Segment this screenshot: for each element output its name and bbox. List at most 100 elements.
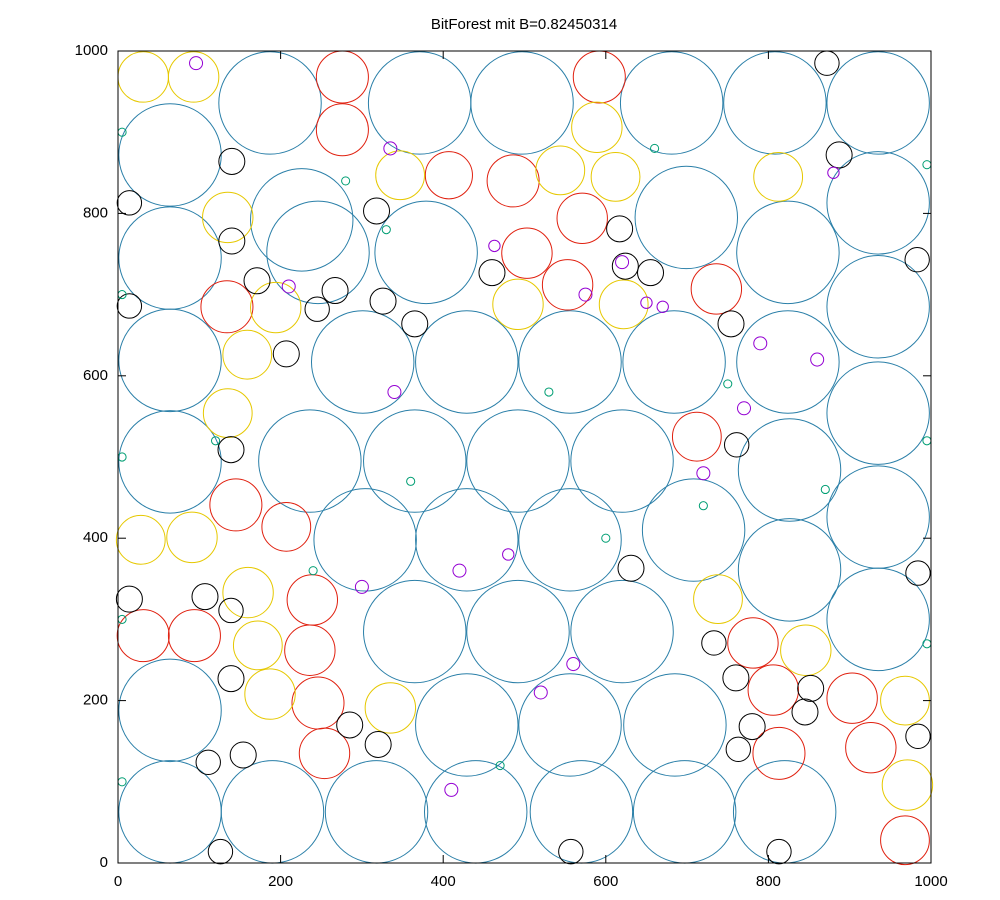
circle	[518, 488, 622, 592]
circle	[375, 150, 426, 201]
circle	[117, 614, 127, 624]
circle	[826, 672, 878, 724]
circle	[640, 296, 653, 309]
circle	[218, 597, 244, 624]
circle	[753, 151, 804, 202]
circle	[747, 664, 799, 716]
circle	[518, 310, 622, 414]
circle	[363, 579, 467, 684]
circle	[364, 730, 392, 758]
y-tick-label: 0	[100, 854, 108, 871]
circle	[315, 103, 369, 157]
circle	[601, 533, 611, 543]
circle	[210, 436, 221, 446]
circle	[693, 574, 743, 624]
circle	[207, 838, 234, 865]
circle	[637, 259, 665, 287]
y-tick-label: 400	[83, 529, 108, 546]
circle	[732, 760, 837, 864]
y-tick-label: 200	[83, 692, 108, 709]
circle	[723, 51, 827, 155]
circle	[304, 296, 330, 322]
circle	[401, 310, 429, 338]
circle	[466, 579, 570, 684]
circle	[492, 278, 544, 331]
circle	[115, 585, 143, 613]
circle	[571, 101, 623, 154]
circle	[308, 566, 318, 576]
circle	[736, 310, 840, 414]
circle	[272, 340, 300, 368]
circle	[115, 514, 166, 565]
circle	[826, 51, 930, 155]
circle	[117, 51, 169, 103]
circle	[617, 554, 645, 582]
circle	[220, 760, 325, 864]
circle	[502, 548, 515, 561]
circle	[632, 760, 737, 864]
circle	[598, 279, 649, 330]
circle	[381, 225, 391, 235]
circle	[825, 141, 853, 169]
circle	[369, 287, 397, 315]
circle	[590, 151, 641, 202]
circle	[313, 488, 417, 592]
circle	[261, 501, 312, 552]
y-tick-label: 600	[83, 367, 108, 384]
circle	[766, 838, 792, 865]
circle	[195, 749, 221, 776]
circle	[424, 760, 528, 864]
x-tick-label: 800	[756, 873, 781, 890]
circle	[619, 51, 724, 155]
circle	[470, 51, 574, 155]
circle	[611, 252, 639, 280]
x-tick-label: 0	[114, 873, 122, 890]
circle	[374, 200, 478, 305]
circle	[566, 657, 581, 672]
circle	[406, 476, 416, 486]
circle	[250, 168, 354, 272]
circle	[529, 760, 634, 864]
circle	[116, 190, 143, 216]
circle	[634, 165, 739, 270]
circle	[266, 200, 370, 305]
circle	[727, 617, 779, 669]
circle	[415, 673, 519, 777]
circle	[118, 410, 222, 514]
y-tick-label: 1000	[75, 42, 108, 59]
circle	[541, 259, 594, 311]
circle	[904, 246, 930, 273]
circle	[118, 103, 222, 207]
circle	[880, 675, 930, 726]
circle	[656, 300, 669, 313]
circle	[202, 191, 254, 244]
circle	[736, 200, 840, 305]
circle	[363, 197, 391, 225]
circle	[797, 674, 825, 702]
circle	[258, 409, 362, 513]
circle	[881, 759, 934, 811]
x-tick-label: 400	[431, 873, 456, 890]
circle	[341, 176, 351, 186]
circle	[118, 760, 222, 864]
circle	[232, 620, 283, 671]
circle	[117, 127, 127, 137]
circle	[501, 227, 553, 279]
circle	[229, 741, 257, 769]
circle	[725, 736, 752, 763]
circle	[570, 409, 674, 513]
circle	[738, 713, 766, 741]
circle	[905, 723, 931, 750]
circle	[452, 563, 467, 578]
circle	[336, 711, 364, 739]
circle	[701, 630, 727, 656]
circle	[218, 51, 322, 155]
x-tick-label: 1000	[914, 873, 947, 890]
circle	[615, 255, 630, 270]
circle	[200, 280, 254, 334]
circle	[321, 277, 349, 305]
circle	[218, 147, 246, 175]
circle	[780, 624, 832, 676]
circle	[698, 501, 708, 511]
